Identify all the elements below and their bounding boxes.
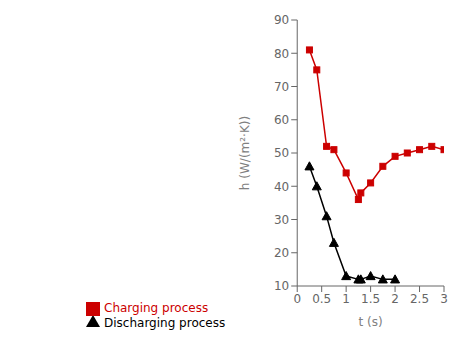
svg-text:20: 20: [274, 246, 289, 260]
svg-text:60: 60: [274, 113, 289, 127]
svg-text:t (s): t (s): [359, 315, 383, 329]
svg-text:3: 3: [440, 292, 448, 306]
svg-text:40: 40: [274, 180, 289, 194]
svg-text:10: 10: [274, 279, 289, 293]
svg-text:0.5: 0.5: [312, 292, 331, 306]
svg-text:1: 1: [342, 292, 350, 306]
svg-text:1.5: 1.5: [361, 292, 380, 306]
svg-text:90: 90: [274, 13, 289, 27]
html-text:Charging process: Charging process: [104, 301, 209, 315]
html-text:Discharging process: Discharging process: [104, 315, 226, 330]
svg-text:2: 2: [391, 292, 399, 306]
svg-text:50: 50: [274, 146, 289, 160]
svg-text:80: 80: [274, 47, 289, 61]
svg-text:30: 30: [274, 213, 289, 227]
svg-text:2.5: 2.5: [410, 292, 429, 306]
svg-text:0: 0: [293, 292, 301, 306]
svg-text:70: 70: [274, 80, 289, 94]
svg-text:h (W/(m²·K)): h (W/(m²·K)): [238, 116, 252, 190]
